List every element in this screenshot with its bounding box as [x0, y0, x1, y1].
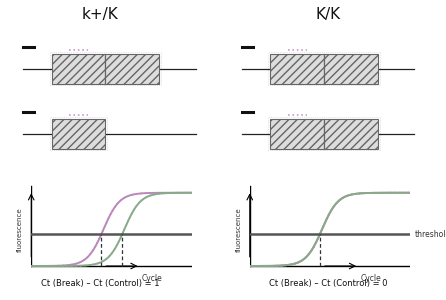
- Bar: [324, 54, 378, 84]
- Text: Cycle: Cycle: [360, 274, 381, 283]
- Text: fluorescence: fluorescence: [17, 208, 23, 253]
- Text: threshold: threshold: [415, 230, 446, 239]
- Bar: [270, 54, 324, 84]
- Bar: [270, 118, 324, 149]
- Text: K/K: K/K: [315, 8, 340, 22]
- Bar: [324, 118, 378, 149]
- Text: Cycle: Cycle: [142, 274, 163, 283]
- Bar: [52, 54, 105, 84]
- Text: fluorescence: fluorescence: [235, 208, 242, 253]
- Bar: [105, 54, 159, 84]
- Text: k+/K: k+/K: [82, 8, 119, 22]
- Text: Ct (Break) – Ct (Control) = 0: Ct (Break) – Ct (Control) = 0: [268, 279, 387, 288]
- Text: Ct (Break) – Ct (Control) = 1: Ct (Break) – Ct (Control) = 1: [41, 279, 160, 288]
- Bar: [52, 118, 105, 149]
